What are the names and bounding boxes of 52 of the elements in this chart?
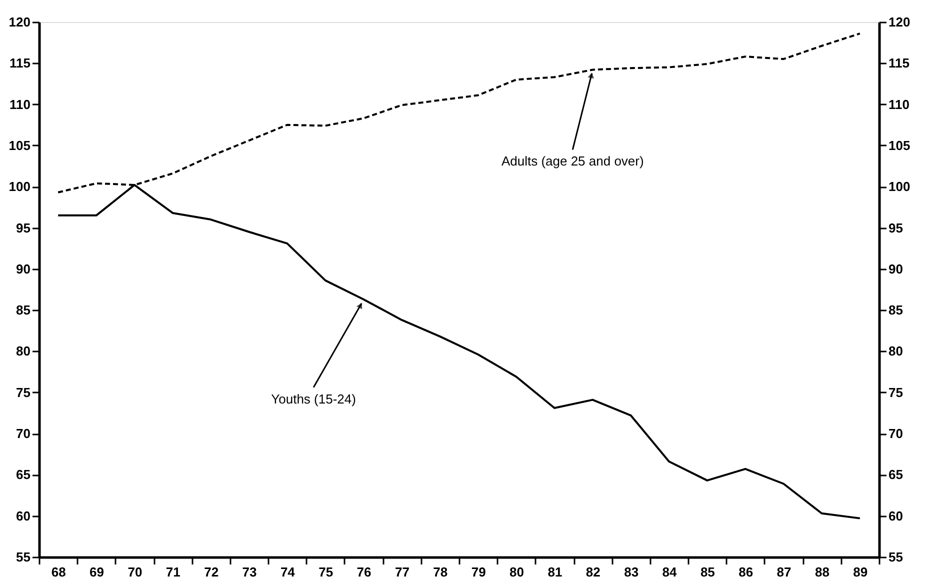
annotation: Adults (age 25 and over) <box>501 154 644 169</box>
y2-tick-label: 80 <box>888 344 903 359</box>
x-tick-label: 68 <box>51 564 66 580</box>
x-tick-label: 79 <box>471 564 486 580</box>
y2-tick-label: 90 <box>888 261 903 276</box>
x-tick-label: 77 <box>394 564 410 580</box>
x-tick-label: 75 <box>318 564 334 580</box>
x-tick-label: 87 <box>776 564 792 580</box>
y2-tick-label: 75 <box>888 384 903 400</box>
y2-tick-label: 60 <box>888 508 903 524</box>
y-tick-label: 80 <box>16 344 30 359</box>
y-tick-label: 55 <box>16 550 30 564</box>
y-tick-label: 100 <box>8 179 30 194</box>
y2-tick-label: 110 <box>888 96 910 112</box>
x-tick-label: 72 <box>204 564 219 580</box>
x-tick-label: 81 <box>548 564 562 580</box>
y-tick-label: 110 <box>10 96 30 112</box>
annotation: Youths (15-24) <box>271 391 356 406</box>
y-tick-label: 120 <box>8 14 30 30</box>
x-tick-label: 85 <box>700 564 715 580</box>
y2-tick-label: 95 <box>888 220 903 236</box>
y2-tick-label: 105 <box>888 138 910 153</box>
y2-tick-label: 65 <box>888 467 903 482</box>
x-tick-label: 80 <box>510 564 524 580</box>
y-tick-label: 95 <box>16 220 30 236</box>
x-tick-label: 78 <box>433 564 448 580</box>
x-tick-label: 83 <box>624 564 639 580</box>
y-tick-label: 65 <box>16 467 30 482</box>
x-tick-label: 89 <box>853 564 868 580</box>
x-tick-label: 71 <box>166 564 180 580</box>
y-tick-label: 70 <box>16 426 30 442</box>
x-tick-label: 82 <box>586 564 600 580</box>
y-tick-label: 75 <box>16 384 30 400</box>
x-tick-label: 88 <box>814 564 830 580</box>
y2-tick-label: 85 <box>888 302 903 318</box>
y2-tick-label: 70 <box>888 426 903 442</box>
x-tick-label: 74 <box>280 564 296 580</box>
y2-tick-label: 100 <box>888 179 910 194</box>
y-tick-label: 60 <box>16 508 30 524</box>
x-tick-label: 69 <box>90 564 104 580</box>
x-tick-label: 86 <box>738 564 754 580</box>
x-tick-label: 73 <box>242 564 257 580</box>
y-tick-label: 105 <box>8 138 30 153</box>
x-tick-label: 84 <box>662 564 678 580</box>
y-tick-label: 85 <box>16 302 30 318</box>
y-tick-label: 115 <box>10 56 30 71</box>
y2-tick-label: 55 <box>888 550 903 564</box>
x-tick-label: 76 <box>356 564 372 580</box>
y-tick-label: 90 <box>16 261 30 276</box>
y2-tick-label: 120 <box>888 14 910 30</box>
x-tick-label: 70 <box>128 564 142 580</box>
y2-tick-label: 115 <box>888 56 910 71</box>
